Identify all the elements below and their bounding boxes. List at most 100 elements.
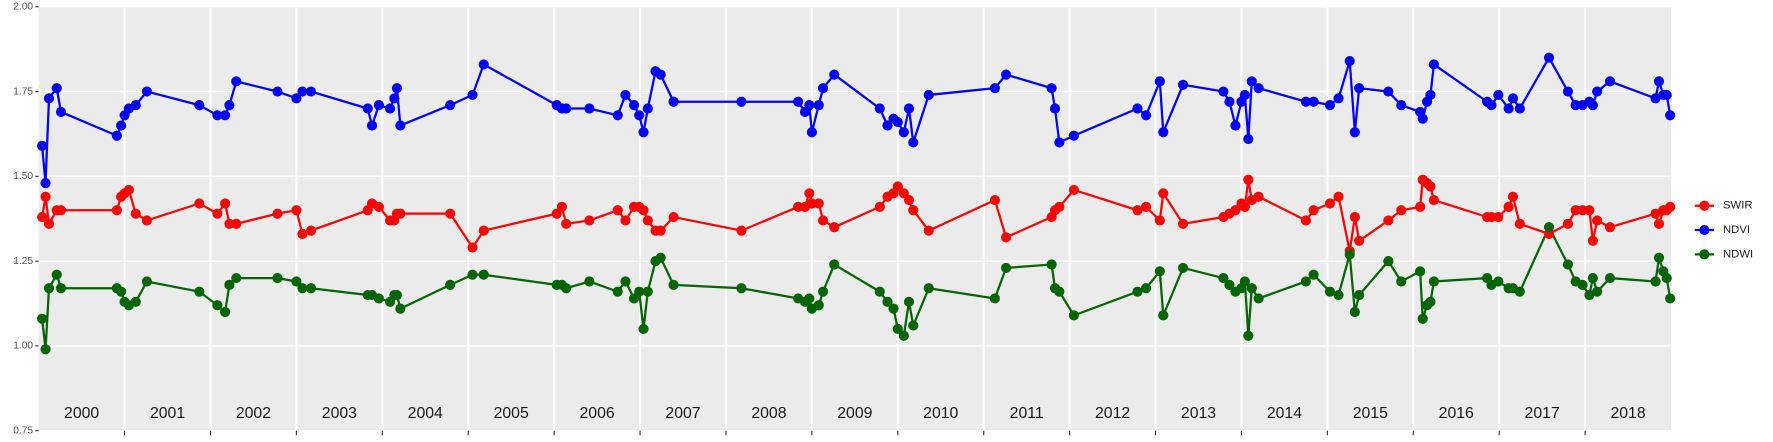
point (1661, 273, 1672, 284)
point (395, 208, 406, 219)
point (1587, 273, 1598, 284)
point (391, 83, 403, 94)
point (272, 273, 283, 284)
point (231, 76, 242, 87)
legend-key (1699, 224, 1710, 236)
point (373, 201, 384, 212)
point (736, 225, 747, 236)
point (817, 83, 829, 94)
point (620, 89, 631, 101)
point (584, 215, 595, 226)
point (1049, 103, 1061, 114)
point (1253, 293, 1264, 304)
point (1592, 215, 1603, 226)
point (1068, 310, 1080, 321)
point (194, 198, 205, 209)
point (1224, 279, 1235, 290)
point (892, 323, 903, 335)
point (1650, 93, 1661, 104)
year-label: 2013 (1181, 405, 1216, 422)
point (1324, 100, 1336, 111)
point (297, 86, 308, 97)
point (55, 106, 67, 117)
point (212, 110, 223, 121)
point (478, 225, 489, 236)
year-label: 2016 (1439, 405, 1474, 422)
year-label: 2000 (64, 405, 99, 422)
point (668, 96, 679, 107)
point (362, 103, 373, 114)
point (923, 283, 934, 294)
point (467, 89, 478, 101)
point (1383, 86, 1394, 97)
y-tick-label: 2.00 (13, 1, 33, 12)
y-tick-label: 1.25 (13, 256, 33, 267)
point (1354, 235, 1365, 246)
point (478, 269, 489, 280)
point (1396, 205, 1407, 216)
point (1218, 273, 1229, 284)
point (1158, 188, 1169, 199)
point (1243, 330, 1254, 341)
point (556, 201, 567, 212)
point (40, 178, 51, 189)
point (1584, 289, 1595, 301)
point (1354, 83, 1365, 94)
point (1665, 201, 1676, 212)
point (1415, 201, 1426, 212)
point (467, 269, 478, 280)
point (1141, 201, 1152, 212)
point (874, 201, 885, 212)
point (634, 286, 645, 297)
legend-key (1699, 249, 1710, 260)
point (804, 293, 815, 304)
point (1333, 191, 1344, 202)
year-label: 2002 (236, 405, 271, 422)
point (1584, 205, 1595, 216)
point (1158, 127, 1169, 138)
y-tick-label: 0.75 (13, 425, 33, 436)
point (231, 273, 242, 284)
point (1653, 76, 1665, 87)
point (1177, 218, 1189, 229)
point (829, 222, 840, 233)
point (1239, 276, 1250, 287)
point (655, 225, 666, 236)
point (141, 86, 153, 97)
point (1308, 269, 1319, 280)
point (37, 313, 48, 324)
point (804, 188, 815, 199)
point (111, 205, 122, 216)
point (395, 303, 406, 314)
point (194, 286, 205, 297)
point (224, 100, 235, 111)
point (874, 286, 885, 297)
point (1154, 76, 1165, 87)
year-label: 2014 (1267, 405, 1302, 422)
point (829, 259, 840, 270)
point (1604, 76, 1616, 87)
point (892, 181, 903, 192)
point (1653, 218, 1665, 229)
point (1543, 222, 1555, 233)
legend-label: NDWI (1723, 248, 1753, 260)
point (291, 205, 302, 216)
point (224, 279, 235, 290)
point (111, 130, 122, 141)
point (445, 279, 456, 290)
point (1428, 195, 1439, 206)
point (1396, 276, 1407, 287)
point (1054, 286, 1065, 297)
point (888, 303, 899, 314)
point (898, 330, 909, 341)
point (305, 86, 317, 97)
point (638, 127, 649, 138)
y-tick-label: 1.50 (13, 171, 33, 182)
point (817, 215, 829, 226)
point (1046, 83, 1057, 94)
point (445, 100, 456, 111)
point (1333, 93, 1344, 104)
point (1493, 276, 1504, 287)
point (793, 96, 804, 107)
point (55, 283, 67, 294)
